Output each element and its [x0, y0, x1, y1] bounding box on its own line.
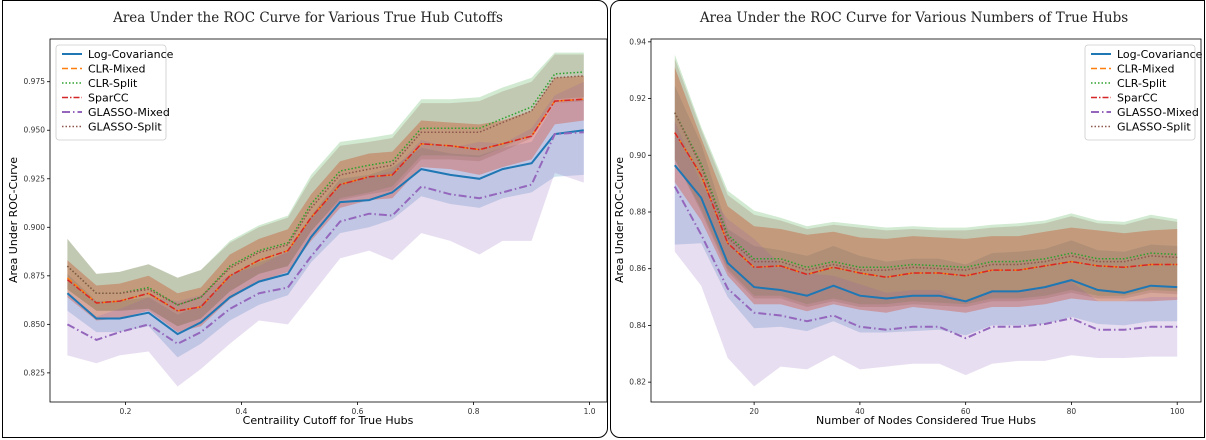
y-tick-label: 0.94	[629, 37, 646, 46]
line-glasso-mixed	[66, 131, 584, 345]
line-glasso-split	[66, 75, 584, 306]
y-tick-label: 0.92	[629, 94, 646, 103]
band-clr-mixed	[674, 67, 1178, 313]
x-tick-label: 0.2	[119, 407, 131, 416]
line-glasso-split	[674, 112, 1178, 271]
y-tick-label: 0.875	[24, 271, 46, 280]
y-axis-label: Area Under ROC-Curve	[613, 157, 626, 283]
band-sparcc	[67, 75, 584, 333]
y-tick-label: 0.82	[629, 378, 646, 387]
x-tick-label: 40	[855, 407, 865, 416]
x-tick-label: 0.8	[468, 407, 480, 416]
legend-label-clr-mixed: CLR-Mixed	[88, 63, 145, 76]
line-glasso-mixed	[673, 186, 1178, 340]
legend-label-sparcc: SparCC	[1117, 92, 1158, 105]
y-tick-label: 0.850	[24, 320, 46, 329]
line-clr-split	[66, 71, 584, 306]
legend-label-sparcc: SparCC	[88, 92, 129, 105]
legend-box	[55, 44, 167, 141]
legend-label-glasso-split: GLASSO-Split	[88, 121, 162, 134]
line-log-covariance	[66, 129, 584, 336]
band-glasso-mixed	[67, 81, 584, 387]
y-tick-label: 0.90	[629, 151, 646, 160]
y-tick-label: 0.900	[24, 223, 46, 232]
x-tick-label: 60	[961, 407, 971, 416]
right-chart: Area Under the ROC Curve for Various Num…	[613, 10, 1203, 427]
y-tick-label: 0.950	[24, 126, 46, 135]
legend: Log-CovarianceCLR-MixedCLR-SplitSparCCGL…	[1084, 44, 1203, 141]
x-axis-label: Centraility Cutoff for True Hubs	[243, 414, 414, 427]
legend-label-clr-split: CLR-Split	[1117, 77, 1167, 90]
band-log-covariance	[674, 85, 1178, 336]
y-tick-label: 0.925	[24, 174, 46, 183]
x-tick-label: 100	[1170, 407, 1185, 416]
y-axis-label: Area Under ROC-Curve	[7, 157, 20, 283]
band-clr-split	[674, 54, 1178, 305]
band-log-covariance	[67, 99, 584, 358]
y-tick-label: 0.86	[629, 264, 646, 273]
chart-title: Area Under the ROC Curve for Various Num…	[699, 10, 1128, 26]
legend-label-log-covariance: Log-Covariance	[1117, 48, 1203, 61]
line-clr-split	[674, 112, 1178, 269]
legend: Log-CovarianceCLR-MixedCLR-SplitSparCCGL…	[55, 44, 174, 141]
band-glasso-split	[674, 58, 1178, 308]
legend-label-glasso-mixed: GLASSO-Mixed	[88, 106, 170, 119]
line-log-covariance	[674, 164, 1178, 303]
legend-label-glasso-split: GLASSO-Split	[1117, 121, 1191, 134]
legend-label-clr-split: CLR-Split	[88, 77, 138, 90]
y-tick-label: 0.84	[629, 321, 646, 330]
x-tick-label: 0.6	[352, 407, 364, 416]
legend-label-clr-mixed: CLR-Mixed	[1117, 63, 1174, 76]
legend-label-glasso-mixed: GLASSO-Mixed	[1117, 106, 1199, 119]
x-axis-label: Number of Nodes Considered True Hubs	[816, 414, 1036, 427]
left-chart: Area Under the ROC Curve for Various Tru…	[7, 10, 608, 427]
x-tick-label: 20	[749, 407, 759, 416]
chart-title: Area Under the ROC Curve for Various Tru…	[112, 10, 503, 26]
legend-box	[1084, 44, 1196, 141]
y-tick-label: 0.825	[24, 368, 46, 377]
y-tick-label: 0.88	[629, 207, 646, 216]
x-tick-label: 0.4	[236, 407, 248, 416]
y-tick-label: 0.975	[24, 77, 46, 86]
line-sparcc	[674, 132, 1178, 278]
right-chart-panel: Area Under the ROC Curve for Various Num…	[610, 0, 1205, 438]
x-tick-label: 1.0	[584, 407, 596, 416]
band-sparcc	[674, 67, 1178, 313]
band-clr-mixed	[67, 75, 584, 333]
band-clr-split	[67, 52, 584, 327]
x-tick-label: 80	[1067, 407, 1077, 416]
left-chart-panel: Area Under the ROC Curve for Various Tru…	[2, 0, 608, 438]
legend-label-log-covariance: Log-Covariance	[88, 48, 174, 61]
line-sparcc	[66, 98, 584, 312]
